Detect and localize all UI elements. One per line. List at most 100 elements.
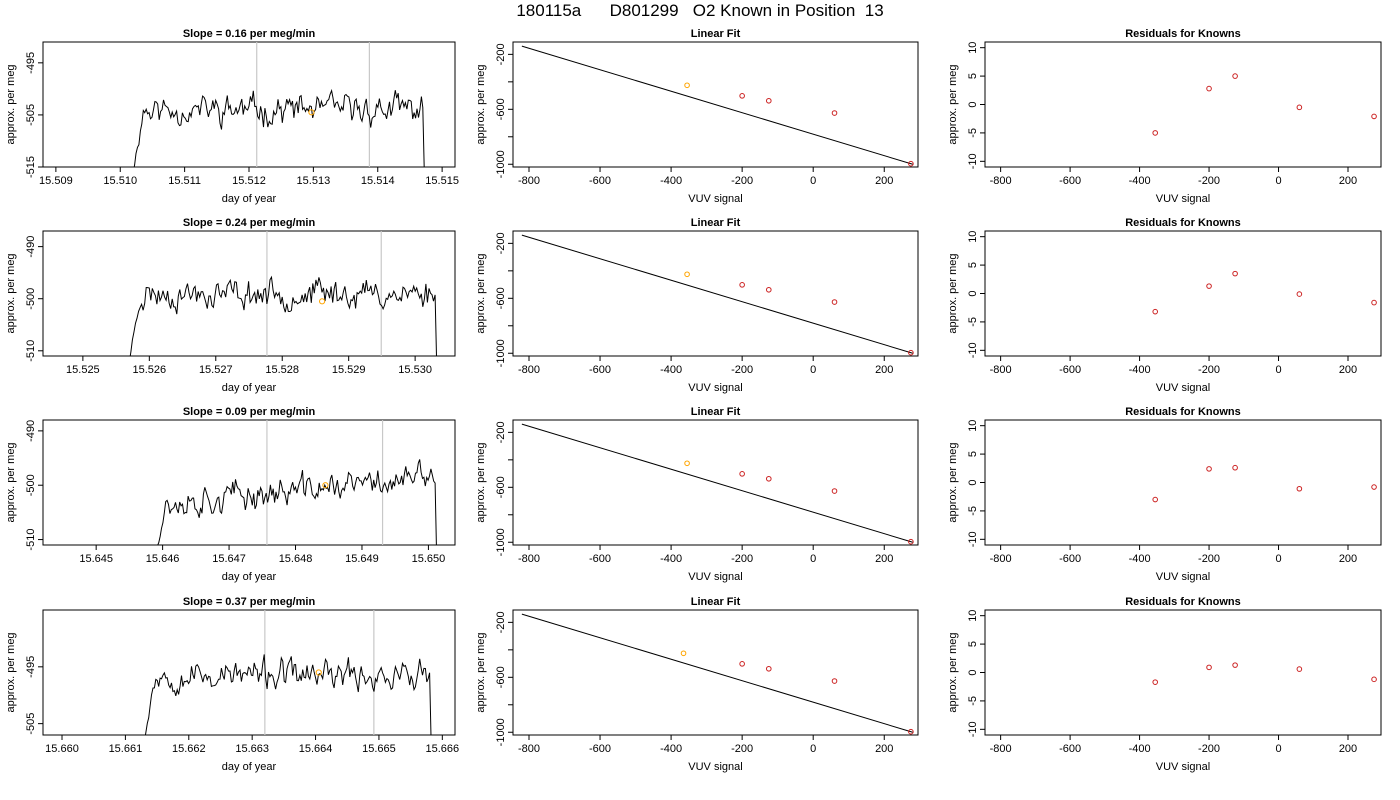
y-axis-label: approx. per meg — [475, 442, 487, 522]
plot-frame — [984, 230, 1382, 357]
x-tick-label: -600 — [589, 364, 611, 376]
y-tick-label: 5 — [967, 451, 979, 457]
x-axis-label: day of year — [222, 382, 277, 394]
x-tick-label: -400 — [1129, 743, 1151, 755]
x-tick-label: 15.513 — [297, 175, 331, 187]
x-tick-label: 15.646 — [146, 553, 180, 565]
data-point — [908, 728, 914, 735]
x-tick-label: -600 — [589, 553, 611, 565]
x-tick-label: -600 — [1059, 553, 1081, 565]
x-tick-label: 0 — [810, 175, 816, 187]
data-point — [680, 650, 687, 657]
data-point — [831, 110, 838, 116]
data-point — [765, 97, 772, 104]
x-axis-label: VUV signal — [688, 193, 742, 205]
x-tick-label: 0 — [1275, 364, 1281, 376]
y-tick-label: -1000 — [495, 718, 507, 746]
y-axis-label: approx. per meg — [947, 442, 959, 522]
panel-r2-timeseries: Slope = 0.24 per meg/min 15.525 15.526 15.5… — [5, 217, 456, 394]
x-tick-label: 15.525 — [66, 364, 100, 376]
x-axis-label: VUV signal — [1156, 382, 1210, 394]
panel-r3-linearfit: Linear Fit -800 -600 -400 -200 0 200 -200 -600 -1… — [475, 406, 919, 583]
y-tick-label: -10 — [967, 721, 979, 737]
plot-area — [521, 234, 914, 356]
data-point — [684, 82, 690, 89]
y-tick-label: -1000 — [495, 528, 507, 556]
x-tick-label: -800 — [990, 743, 1012, 755]
y-tick-label: 5 — [967, 262, 979, 268]
x-tick-label: 15.648 — [279, 553, 313, 565]
panel-title: Residuals for Knowns — [1125, 596, 1241, 608]
x-axis-label: VUV signal — [1156, 761, 1210, 773]
panel-title: Slope = 0.16 per meg/min — [183, 28, 316, 40]
x-tick-label: 15.647 — [212, 553, 246, 565]
x-axis-label: VUV signal — [688, 382, 742, 394]
panel-r2-linearfit: Linear Fit -800 -600 -400 -200 0 200 -200 -600 -1… — [475, 217, 919, 394]
x-tick-label: -200 — [1198, 175, 1220, 187]
x-tick-label: -800 — [518, 743, 540, 755]
x-tick-label: -400 — [660, 743, 682, 755]
plot-frame — [512, 230, 919, 357]
x-tick-label: -400 — [660, 553, 682, 565]
plot-area — [521, 613, 914, 735]
x-tick-label: 15.662 — [172, 743, 206, 755]
x-tick-label: 0 — [1275, 175, 1281, 187]
x-tick-label: -400 — [1129, 175, 1151, 187]
panel-r4-residuals: Residuals for Knowns -800 -600 -400 -200 0 200… — [947, 596, 1382, 773]
data-point — [684, 271, 690, 278]
plot-frame — [984, 41, 1382, 168]
data-point — [739, 661, 745, 667]
data-point — [1152, 679, 1159, 685]
y-axis-label: approx. per meg — [5, 632, 17, 712]
x-tick-label: -400 — [1129, 553, 1151, 565]
data-trace — [144, 654, 432, 735]
x-tick-label: -600 — [1059, 175, 1081, 187]
x-tick-label: 200 — [1339, 743, 1357, 755]
x-tick-label: 15.527 — [199, 364, 233, 376]
y-tick-label: -505 — [25, 104, 37, 126]
y-tick-label: -200 — [495, 43, 507, 65]
panel-r3-residuals: Residuals for Knowns -800 -600 -400 -200 0 200… — [947, 406, 1382, 583]
y-tick-label: -200 — [495, 611, 507, 633]
data-point — [1152, 308, 1159, 315]
panel-r3-timeseries: Slope = 0.09 per meg/min 15.645 15.646 15.6… — [5, 406, 456, 583]
x-tick-label: 0 — [1275, 553, 1281, 565]
data-point — [1232, 464, 1238, 471]
x-tick-label: -200 — [731, 175, 753, 187]
x-tick-label: -800 — [990, 175, 1012, 187]
y-tick-label: 0 — [967, 479, 979, 485]
y-tick-label: -505 — [25, 713, 37, 735]
x-tick-label: -800 — [990, 364, 1012, 376]
y-tick-label: -515 — [25, 156, 37, 178]
x-tick-label: -800 — [990, 553, 1012, 565]
data-point — [1371, 484, 1377, 490]
data-point — [1371, 113, 1377, 120]
data-point — [1232, 73, 1238, 79]
x-tick-label: -200 — [731, 364, 753, 376]
marker-point — [315, 669, 322, 676]
y-tick-label: -10 — [967, 342, 979, 358]
x-tick-label: 15.664 — [299, 743, 333, 755]
data-point — [1152, 496, 1159, 503]
x-tick-label: 15.515 — [425, 175, 459, 187]
x-tick-label: -800 — [518, 553, 540, 565]
x-tick-label: 15.528 — [265, 364, 299, 376]
data-point — [831, 678, 838, 684]
x-axis-label: day of year — [222, 571, 277, 583]
y-tick-label: -500 — [25, 474, 37, 496]
x-tick-label: -200 — [731, 743, 753, 755]
x-tick-label: -200 — [1198, 364, 1220, 376]
x-tick-label: 0 — [1275, 743, 1281, 755]
y-tick-label: -495 — [25, 656, 37, 678]
x-tick-label: 200 — [1339, 553, 1357, 565]
y-tick-label: -510 — [25, 340, 37, 362]
data-point — [1232, 662, 1238, 668]
x-tick-label: -600 — [589, 175, 611, 187]
x-tick-label: -200 — [1198, 553, 1220, 565]
plot-area — [157, 420, 437, 545]
x-axis-label: day of year — [222, 193, 277, 205]
panel-title: Residuals for Knowns — [1125, 406, 1241, 418]
y-tick-label: -200 — [495, 421, 507, 443]
panel-title: Linear Fit — [691, 28, 741, 40]
